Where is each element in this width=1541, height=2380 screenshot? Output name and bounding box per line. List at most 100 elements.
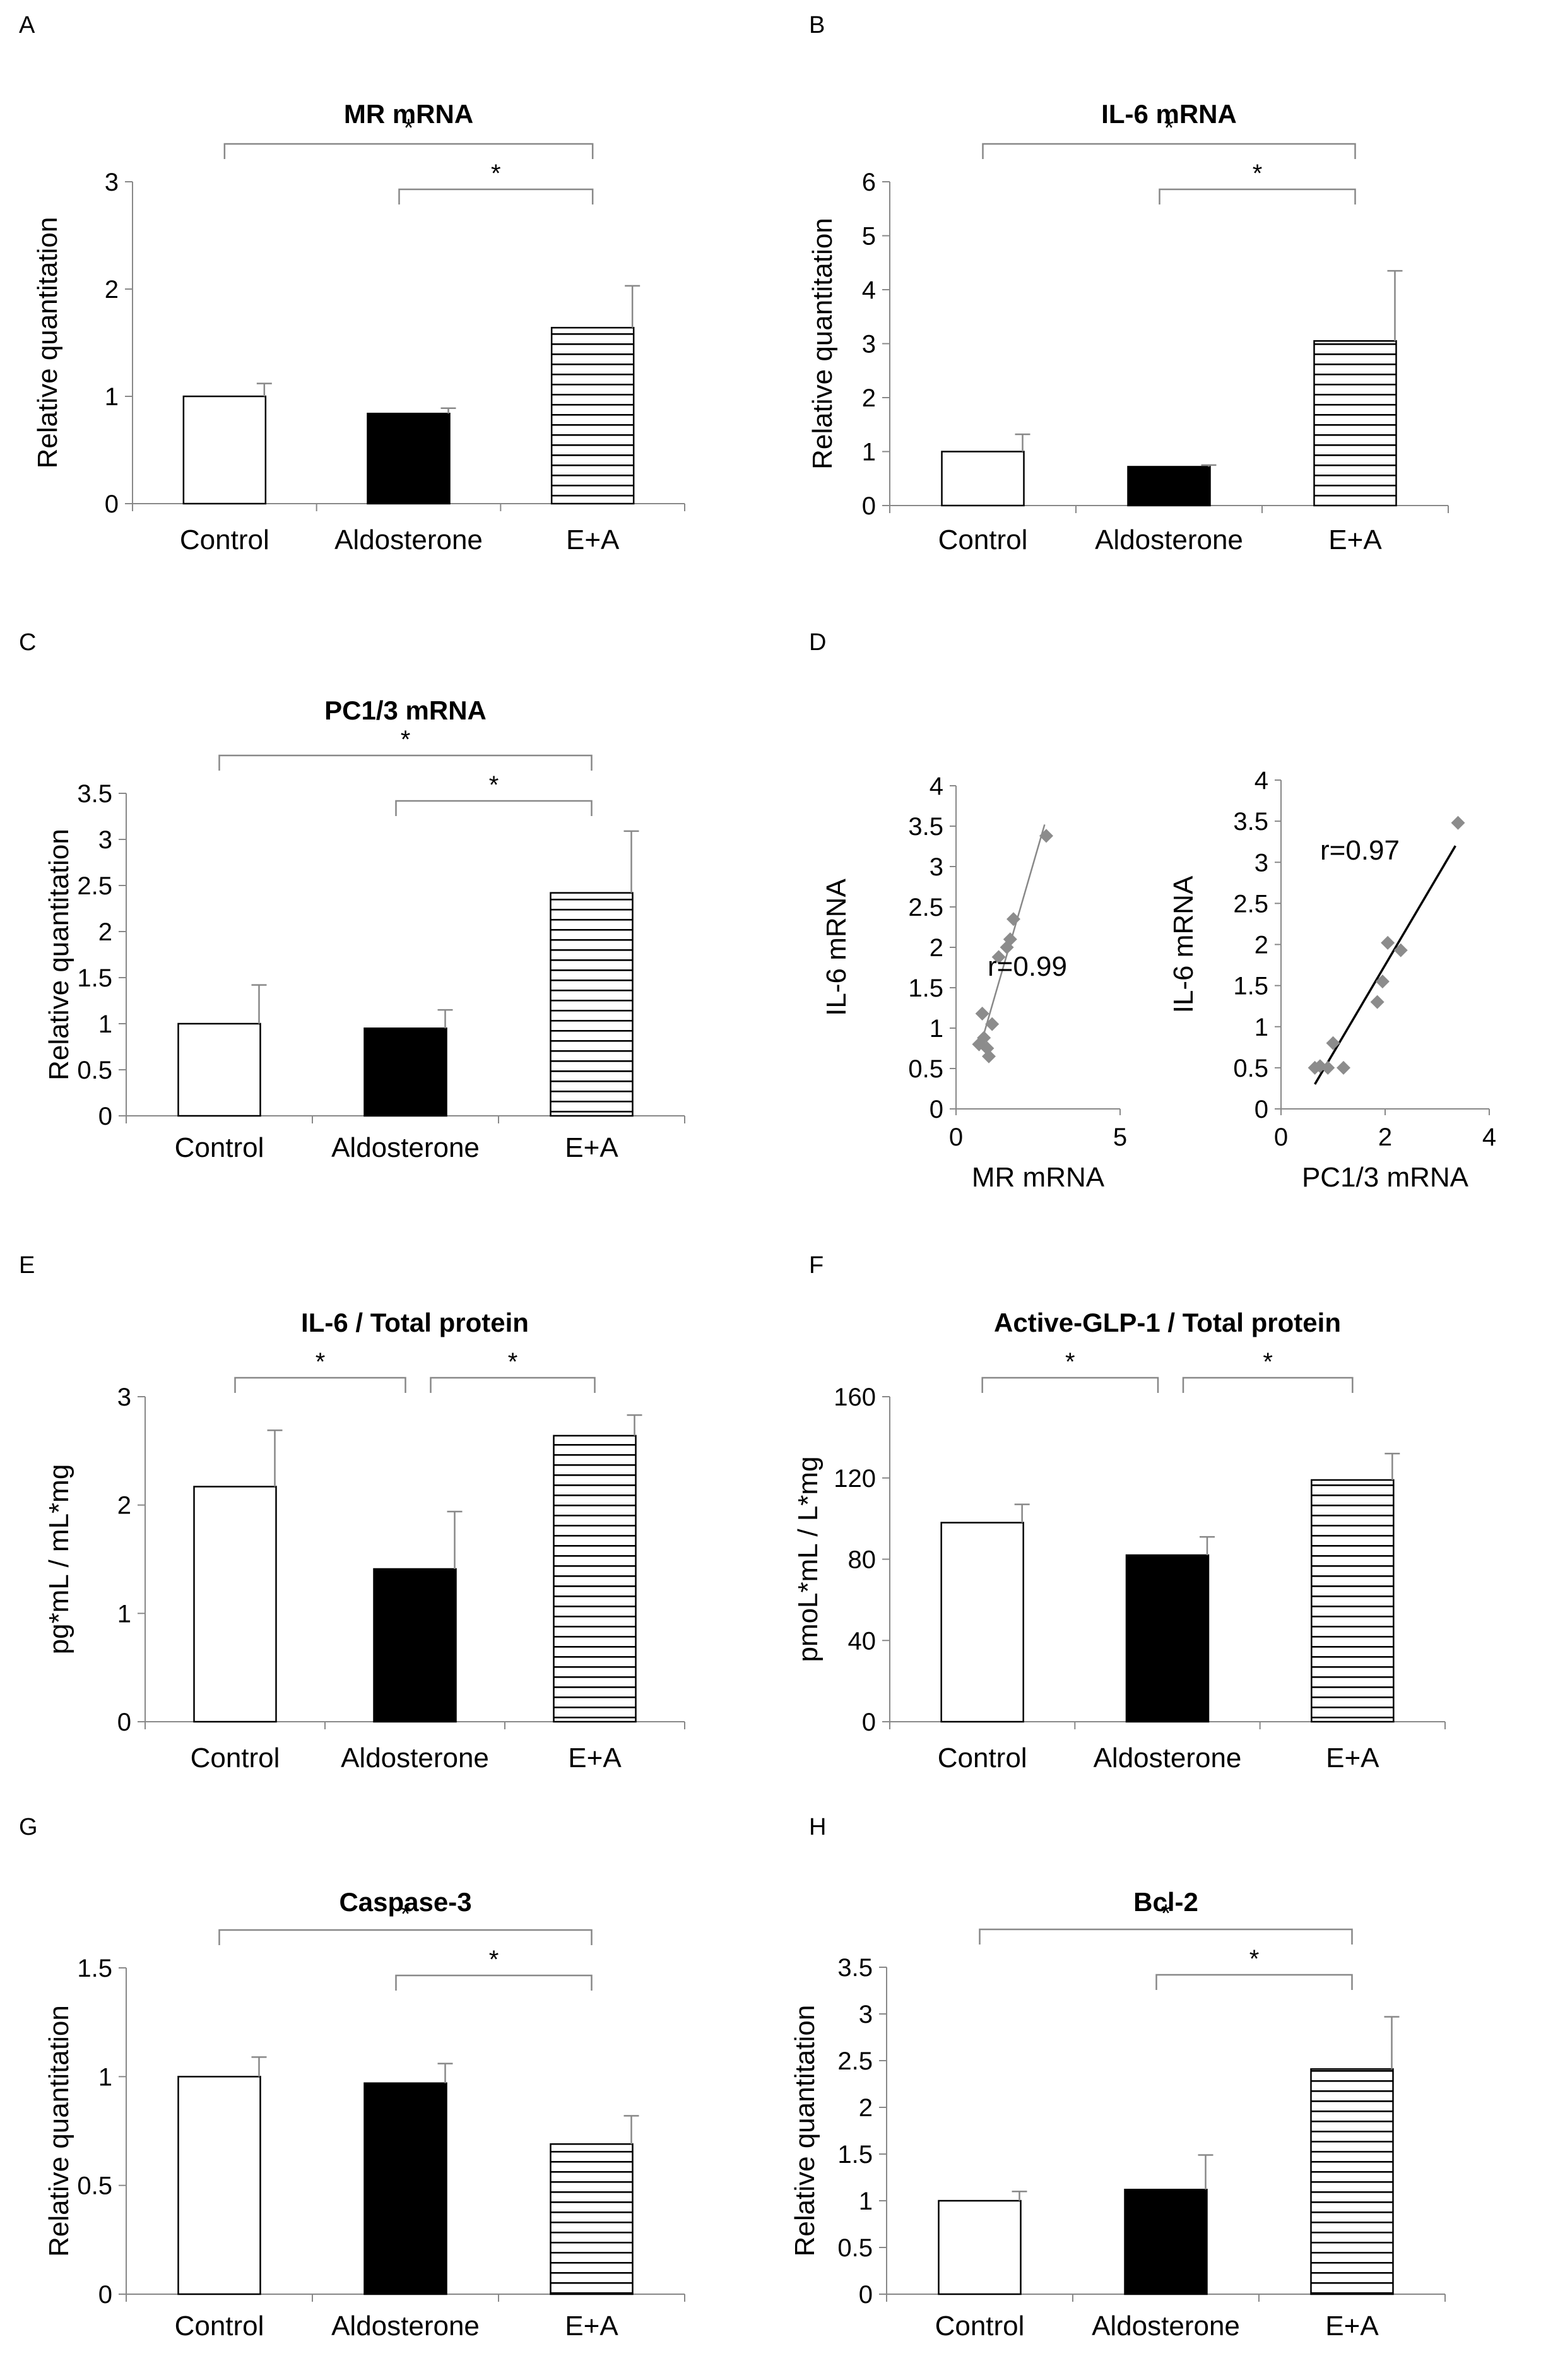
category-label: Control: [938, 524, 1028, 555]
y-tick-label: 3: [1255, 849, 1268, 877]
significance-star: *: [1253, 160, 1263, 187]
category-label: Aldosterone: [341, 1743, 489, 1773]
significance-bracket: [1159, 188, 1356, 204]
category-label: E+A: [565, 2311, 618, 2342]
y-tick-label: 1: [98, 2063, 112, 2091]
bar-aldosterone: [363, 2082, 447, 2295]
bar-e-a: [1313, 340, 1397, 507]
data-point: [1370, 995, 1385, 1009]
y-tick-label: 3: [862, 331, 876, 358]
significance-bracket: [218, 1929, 593, 1945]
panel-letter-d: D: [809, 629, 826, 656]
y-tick-label: 4: [930, 773, 943, 800]
data-point: [1381, 935, 1395, 950]
bar-aldosterone: [367, 412, 451, 505]
y-tick-label: 0: [1255, 1096, 1268, 1123]
y-tick-label: 3: [930, 853, 943, 881]
y-axis-label: Relative quantitation: [789, 2005, 820, 2257]
significance-bracket: [398, 188, 594, 204]
x-tick-label: 4: [1482, 1123, 1496, 1151]
y-tick-label: 2: [105, 276, 119, 304]
bar-control: [938, 2199, 1022, 2295]
significance-star: *: [491, 160, 501, 187]
chart-title: IL-6 mRNA: [1101, 99, 1237, 129]
data-point: [1451, 815, 1465, 830]
y-tick-label: 2: [1255, 932, 1268, 959]
y-tick-label: 3: [98, 826, 112, 854]
y-tick-label: 0: [98, 1103, 112, 1130]
data-point: [991, 950, 1006, 964]
x-axis-label: PC1/3 mRNA: [1302, 1162, 1469, 1193]
y-tick-label: 1: [930, 1015, 943, 1043]
significance-star: *: [1065, 1348, 1075, 1376]
y-tick-label: 6: [862, 169, 876, 196]
y-tick-label: 3.5: [77, 780, 112, 808]
panel-letter-e: E: [19, 1252, 35, 1279]
category-label: Aldosterone: [334, 524, 483, 555]
chart-title: Bcl-2: [1133, 1887, 1198, 1917]
panel-letter-h: H: [809, 1814, 826, 1840]
y-tick-label: 1: [1255, 1014, 1268, 1041]
category-label: Aldosterone: [331, 2311, 480, 2342]
y-tick-label: 1.5: [77, 1955, 112, 1982]
bar-control: [193, 1486, 277, 1723]
y-axis-label: pmoL*mL / L*mg: [793, 1456, 824, 1662]
y-axis-label: Relative quantitation: [44, 2005, 74, 2257]
panel-d-scatter-mr: 0 0.5 1 1.5 2 2.5 3 3.5 4 0 5 MR mRNA IL-6 mRNA r=0.9…: [821, 773, 1127, 1193]
bar-control: [941, 451, 1025, 507]
y-tick-label: 2.5: [77, 872, 112, 900]
chart-title: Active-GLP-1 / Total protein: [994, 1308, 1341, 1337]
y-tick-label: 0: [117, 1708, 131, 1736]
y-tick-label: 80: [848, 1546, 877, 1574]
data-point: [1003, 932, 1017, 947]
chart-title: IL-6 / Total protein: [301, 1308, 529, 1337]
panel-e-chart: IL-6 / Total protein 0 1 2 3 pg*mL / mL*mg Con…: [44, 1308, 685, 1773]
y-tick-label: 3: [105, 169, 119, 196]
bar-aldosterone: [1127, 466, 1211, 507]
y-tick-label: 3.5: [837, 1954, 873, 1982]
y-tick-label: 0.5: [908, 1055, 943, 1083]
y-tick-label: 2.5: [837, 2047, 873, 2075]
bar-e-a: [550, 2143, 634, 2295]
bar-aldosterone: [1124, 2188, 1208, 2295]
y-axis-label: IL-6 mRNA: [1168, 875, 1199, 1013]
x-tick-label: 0: [1274, 1123, 1288, 1151]
data-point: [982, 1049, 996, 1063]
data-point: [1337, 1060, 1350, 1075]
category-label: E+A: [1325, 2311, 1379, 2342]
y-tick-label: 2.5: [1233, 890, 1268, 918]
y-tick-label: 3: [859, 2001, 873, 2028]
y-tick-label: 1: [105, 383, 119, 411]
category-label: E+A: [568, 1743, 622, 1773]
y-tick-label: 2: [930, 934, 943, 962]
data-point: [1321, 1060, 1335, 1075]
significance-star: *: [489, 1946, 499, 1974]
bar-control: [182, 395, 267, 505]
correlation-label: r=0.97: [1320, 835, 1400, 866]
chart-title: Caspase-3: [339, 1887, 471, 1917]
y-axis-label: Relative quantitation: [32, 217, 63, 469]
category-label: Aldosterone: [1094, 1743, 1242, 1773]
panel-d-scatter-pc13: 0 0.5 1 1.5 2 2.5 3 3.5 4 0 2 4 PC1/3 mRNA IL-6 mRNA r…: [1168, 767, 1496, 1193]
bar-e-a: [550, 892, 634, 1117]
significance-star: *: [489, 771, 499, 799]
y-tick-label: 5: [862, 223, 876, 251]
significance-bracket: [981, 1376, 1159, 1393]
y-axis-label: Relative quantitation: [807, 218, 838, 470]
significance-bracket: [1182, 1376, 1354, 1393]
trend-line: [1314, 845, 1456, 1085]
y-tick-label: 1.5: [1233, 973, 1268, 1000]
category-label: Aldosterone: [1095, 524, 1243, 555]
y-tick-label: 1: [859, 2188, 873, 2215]
y-tick-label: 2: [117, 1492, 131, 1520]
x-tick-label: 2: [1378, 1123, 1392, 1151]
y-tick-label: 0: [930, 1096, 943, 1123]
correlation-label: r=0.99: [988, 951, 1067, 982]
y-tick-label: 40: [848, 1627, 877, 1655]
y-tick-label: 2.5: [908, 894, 943, 921]
y-tick-label: 3.5: [908, 813, 943, 841]
significance-bracket: [979, 1928, 1353, 1945]
data-point: [1007, 912, 1020, 927]
y-axis-label: Relative quantitation: [44, 829, 74, 1080]
